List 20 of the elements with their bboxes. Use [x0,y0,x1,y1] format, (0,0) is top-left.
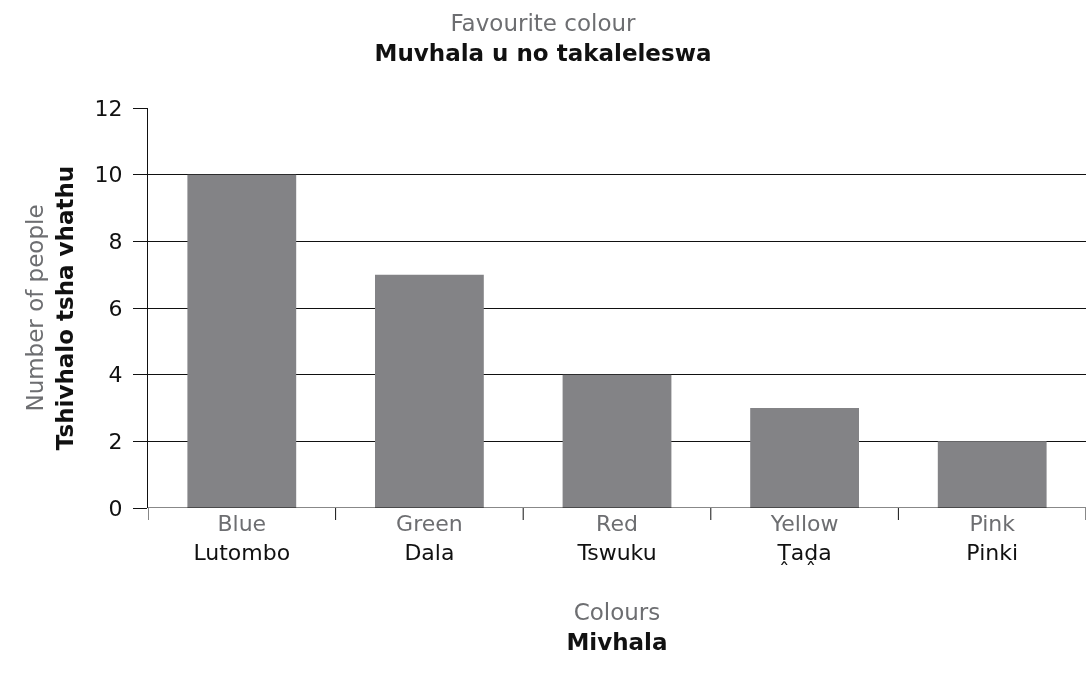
y-tick-label: 6 [108,295,123,321]
x-tick-label: Red Tswuku [576,511,657,565]
y-tick-label: 12 [94,95,123,121]
x-tick-label: Yellow Ṱaḓa [769,511,839,565]
y-axis-title: Number of people Tshivhalo tsha vhathu [22,165,79,451]
bar [375,274,484,508]
y-tick-label: 4 [108,362,123,388]
x-tick-label: Pink Pinki [966,511,1019,565]
y-tick-label: 2 [108,429,123,455]
bar [562,374,672,508]
x-axis-title: Colours Mivhala [566,599,668,656]
bar [937,441,1047,508]
chart-title: Favourite colour Muvhala u no takaleleswa [374,10,712,66]
bar [187,174,297,508]
y-tick-label: 8 [108,229,123,255]
x-tick-label: Green Dala [396,511,463,565]
y-tick-label: 0 [108,495,123,521]
y-tick-label: 10 [94,162,123,188]
bar [750,408,859,508]
x-tick-label: Blue Lutombo [193,511,291,565]
